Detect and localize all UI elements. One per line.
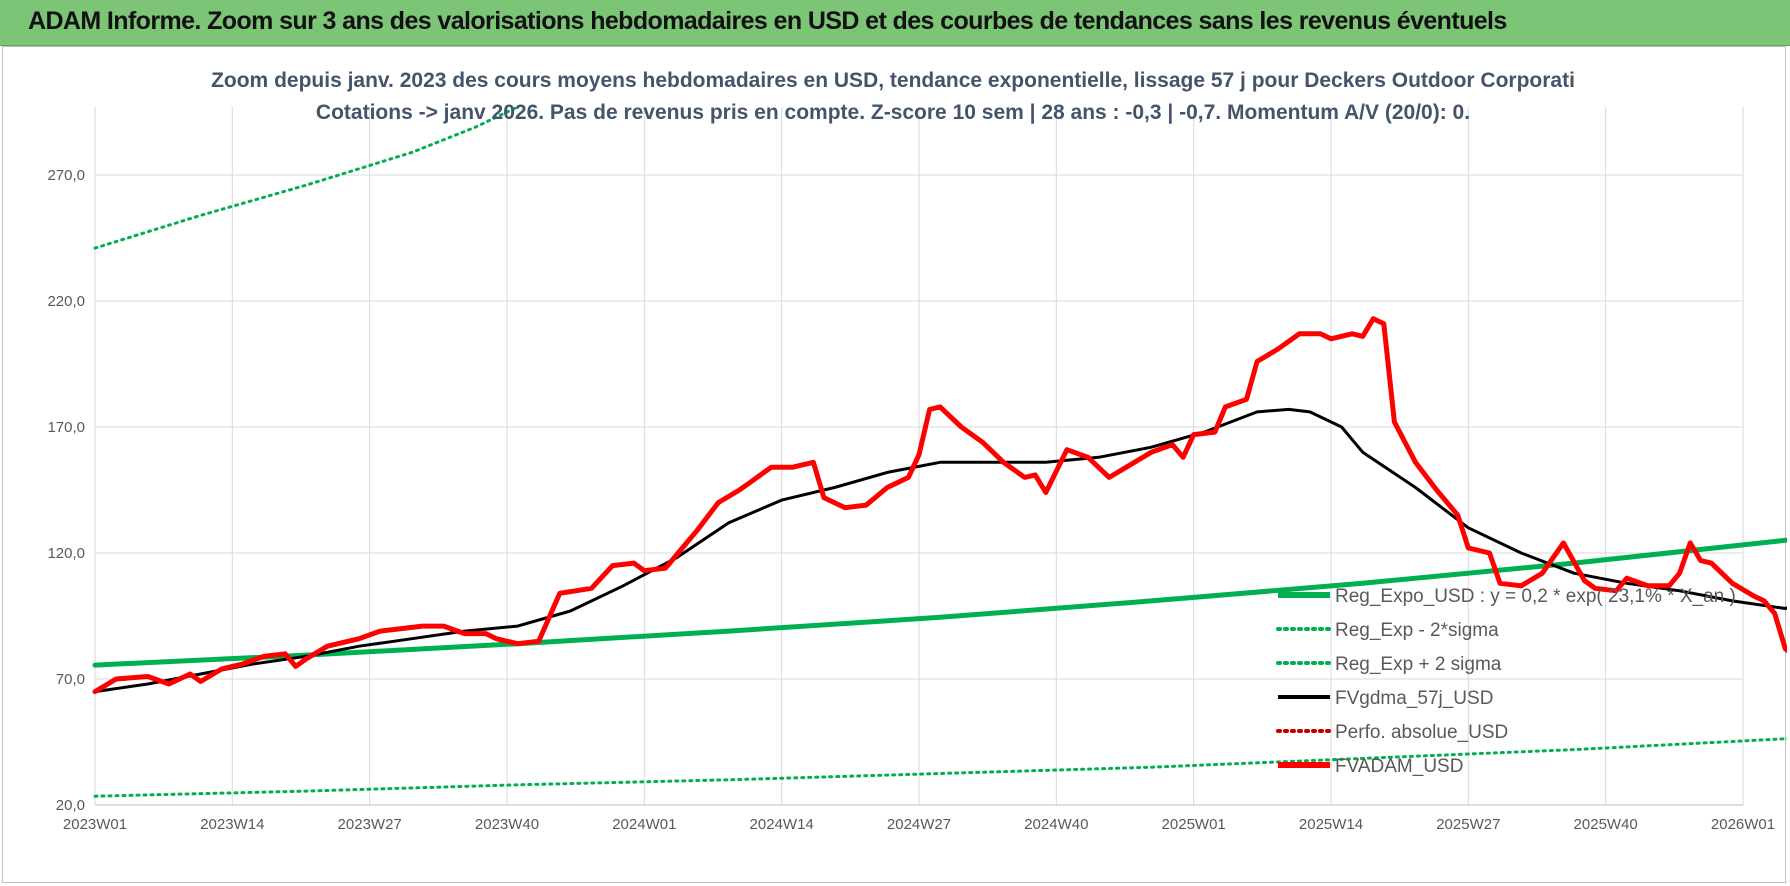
series-line-5 — [92, 316, 1787, 695]
series-line-3 — [93, 407, 1787, 694]
report-banner: ADAM Informe. Zoom sur 3 ans des valoris… — [0, 0, 1790, 46]
legend-entry: Reg_Exp + 2 sigma — [1335, 654, 1502, 675]
legend: Reg_Expo_USD : y = 0,2 * exp( 23,1% * X_… — [1276, 586, 1736, 777]
series-lines — [92, 105, 1787, 798]
series-line-0 — [92, 537, 1787, 668]
x-tick-label: 2026W01 — [1711, 816, 1775, 833]
x-tick-label: 2023W01 — [63, 816, 127, 833]
y-tick-label: 120,0 — [47, 545, 85, 562]
x-tick-label: 2025W27 — [1436, 816, 1500, 833]
x-tick-label: 2025W01 — [1162, 816, 1226, 833]
chart-title: Zoom depuis janv. 2023 des cours moyens … — [211, 69, 1575, 92]
legend-entry: FVgdma_57j_USD — [1335, 688, 1493, 709]
legend-entry: FVADAM_USD — [1335, 756, 1463, 777]
legend-entry: Reg_Expo_USD : y = 0,2 * exp( 23,1% * X_… — [1335, 586, 1736, 607]
axes: 20,0 70,0 120,0 170,0 220,0 270,0 2023W01 2023W… — [47, 167, 1775, 833]
y-tick-label: 270,0 — [47, 167, 85, 184]
y-tick-label: 220,0 — [47, 293, 85, 310]
legend-entry: Perfo. absolue_USD — [1335, 722, 1508, 743]
x-tick-label: 2025W40 — [1574, 816, 1638, 833]
x-tick-label: 2024W27 — [887, 816, 951, 833]
series-line-2 — [93, 105, 520, 250]
chart-frame: 20,0 70,0 120,0 170,0 220,0 270,0 2023W01 2023W… — [2, 46, 1787, 883]
x-tick-label: 2023W40 — [475, 816, 539, 833]
y-tick-label: 70,0 — [56, 671, 85, 688]
x-tick-label: 2023W14 — [200, 816, 264, 833]
chart-subtitle: Cotations -> janv 2026. Pas de revenus p… — [316, 101, 1470, 124]
series-line-1 — [93, 737, 1787, 798]
x-tick-label: 2023W27 — [338, 816, 402, 833]
y-tick-label: 170,0 — [47, 419, 85, 436]
x-tick-label: 2024W01 — [612, 816, 676, 833]
x-tick-label: 2024W14 — [750, 816, 814, 833]
report-title: ADAM Informe. Zoom sur 3 ans des valoris… — [28, 7, 1507, 35]
trend-chart: 20,0 70,0 120,0 170,0 220,0 270,0 2023W01 2023W… — [47, 69, 1787, 833]
x-tick-label: 2024W40 — [1024, 816, 1088, 833]
legend-entry: Reg_Exp - 2*sigma — [1335, 620, 1499, 641]
y-tick-label: 20,0 — [56, 797, 85, 814]
x-tick-label: 2025W14 — [1299, 816, 1363, 833]
